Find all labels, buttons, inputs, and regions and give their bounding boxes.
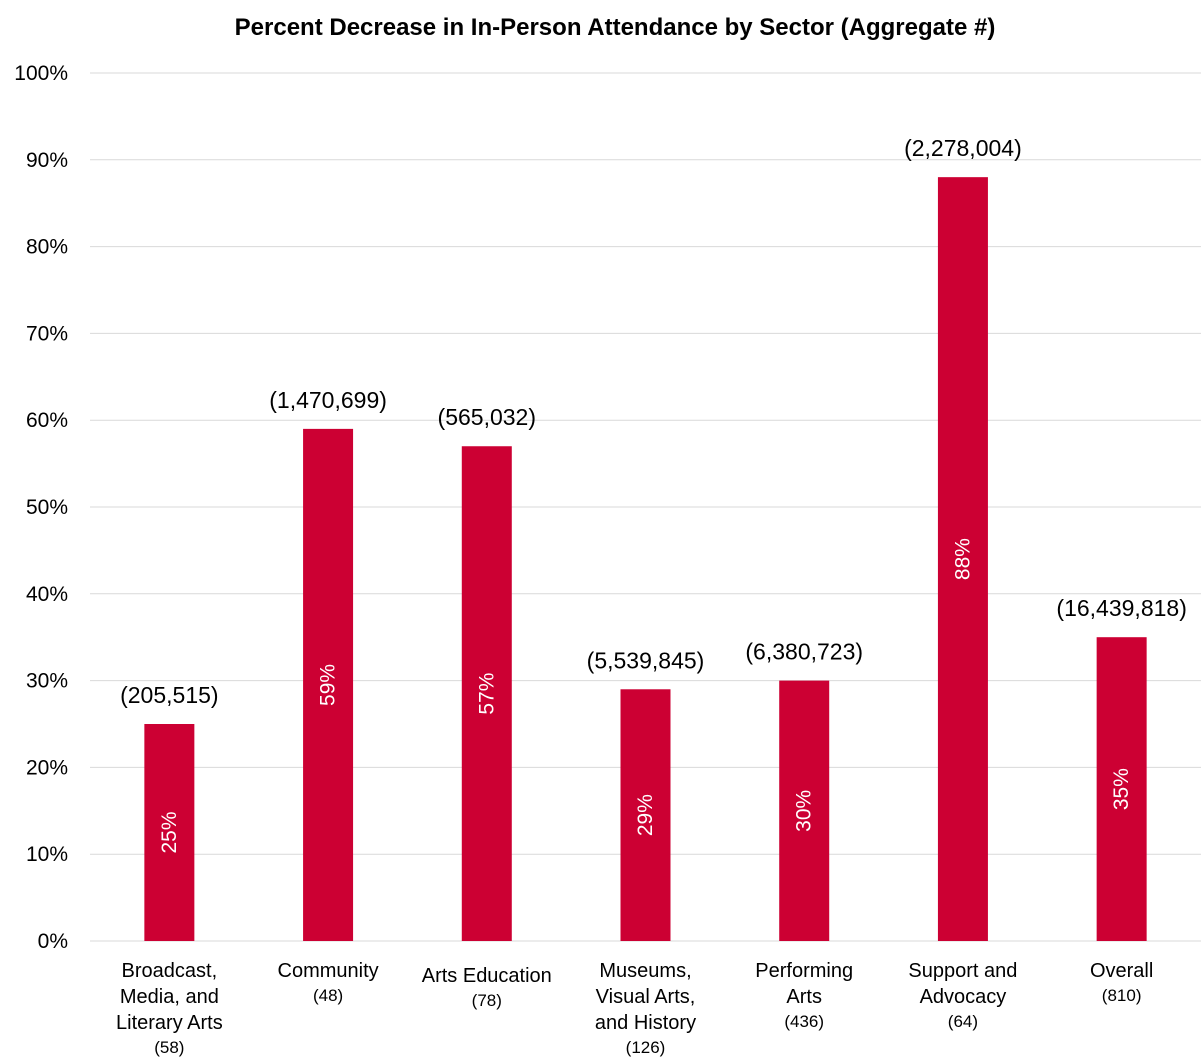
bar-value-label: 35% — [1110, 768, 1133, 810]
bar-value-label: 30% — [793, 790, 816, 832]
aggregate-label: (16,439,818) — [1056, 595, 1186, 621]
y-tick-label: 40% — [26, 583, 68, 606]
x-category-label: Advocacy — [920, 986, 1007, 1008]
bars — [144, 177, 1147, 941]
aggregate-label: (6,380,723) — [745, 639, 863, 665]
bar-value-label: 88% — [951, 538, 974, 580]
x-category-label: Broadcast, — [122, 960, 218, 982]
y-tick-label: 80% — [26, 236, 68, 259]
x-category-label: Arts Education — [422, 965, 552, 987]
x-category-label: and History — [595, 1012, 696, 1034]
aggregate-label: (2,278,004) — [904, 135, 1022, 161]
y-tick-label: 60% — [26, 409, 68, 432]
y-tick-label: 30% — [26, 670, 68, 693]
bar — [144, 724, 195, 941]
x-category-label: Support and — [908, 960, 1017, 982]
bar — [461, 446, 512, 941]
aggregate-label: (565,032) — [438, 404, 536, 430]
y-tick-label: 20% — [26, 756, 68, 779]
y-tick-label: 100% — [14, 62, 68, 85]
bar — [620, 689, 671, 941]
x-category-label: Museums, — [599, 960, 691, 982]
bar — [1096, 637, 1147, 941]
x-category-count: (78) — [472, 991, 502, 1010]
bar — [779, 680, 830, 941]
x-category-count: (126) — [626, 1038, 666, 1057]
x-category-label: Overall — [1090, 960, 1153, 982]
aggregate-label: (205,515) — [120, 682, 218, 708]
chart-title: Percent Decrease in In-Person Attendance… — [235, 14, 996, 41]
bar — [303, 428, 354, 941]
y-tick-label: 70% — [26, 322, 68, 345]
x-category-count: (436) — [784, 1012, 824, 1031]
bar — [937, 177, 988, 941]
x-category-count: (64) — [948, 1012, 978, 1031]
aggregate-label: (1,470,699) — [269, 387, 387, 413]
x-category-count: (58) — [154, 1038, 184, 1057]
x-axis-categories: Broadcast, Media, and Literary Arts (58) Com… — [116, 960, 1153, 1057]
y-tick-label: 50% — [26, 496, 68, 519]
y-tick-label: 0% — [38, 930, 68, 953]
bar-value-label: 29% — [634, 794, 657, 836]
x-category-count: (48) — [313, 986, 343, 1005]
y-tick-label: 90% — [26, 149, 68, 172]
x-category-label: Arts — [786, 986, 822, 1008]
x-category-label: Literary Arts — [116, 1012, 223, 1034]
x-category-label: Visual Arts, — [596, 986, 696, 1008]
data-labels: 25% (205,515) 59% (1,470,699) 57% (565,032) 29… — [120, 135, 1187, 853]
bar-value-label: 57% — [475, 673, 498, 715]
x-category-label: Community — [278, 960, 379, 982]
x-category-label: Media, and — [120, 986, 219, 1008]
y-tick-label: 10% — [26, 843, 68, 866]
x-category-count: (810) — [1102, 986, 1142, 1005]
aggregate-label: (5,539,845) — [587, 647, 705, 673]
x-category-label: Performing — [755, 960, 853, 982]
gridlines — [90, 72, 1201, 942]
bar-value-label: 25% — [158, 811, 181, 853]
y-axis-ticks: 0% 10% 20% 30% 40% 50% 60% 70% 80% 90% 100% — [14, 62, 68, 953]
bar-value-label: 59% — [317, 664, 340, 706]
